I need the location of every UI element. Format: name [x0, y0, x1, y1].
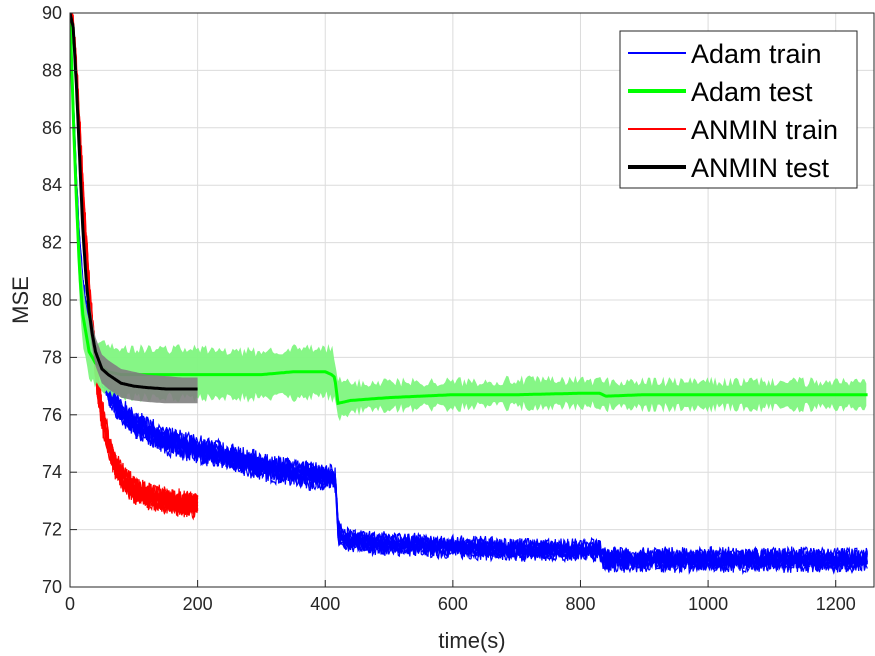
- plot-series: [70, 13, 868, 575]
- adam-train-run: [70, 13, 868, 565]
- x-axis-label: time(s): [438, 628, 505, 653]
- y-tick-label: 74: [42, 462, 62, 482]
- adam-test-line: [70, 13, 868, 406]
- axis-ticks: 0 200 400 600 800 1000 1200 70 72 74 76 78 80 82 84 86 8…: [42, 3, 856, 614]
- legend-label: ANMIN train: [691, 115, 838, 145]
- legend-box: [619, 30, 858, 189]
- y-tick-label: 84: [42, 175, 62, 195]
- y-tick-label: 86: [42, 118, 62, 138]
- x-tick-label: 200: [183, 594, 213, 614]
- legend-label: Adam test: [691, 77, 813, 107]
- y-axis-label: MSE: [8, 276, 33, 324]
- x-tick-label: 0: [65, 594, 75, 614]
- legend-label: ANMIN test: [691, 153, 830, 183]
- y-tick-label: 78: [42, 347, 62, 367]
- x-tick-label: 400: [310, 594, 340, 614]
- anmin-test-line: [70, 13, 198, 391]
- x-tick-label: 600: [438, 594, 468, 614]
- y-tick-label: 72: [42, 520, 62, 540]
- x-tick-label: 800: [565, 594, 595, 614]
- x-tick-label: 1000: [688, 594, 728, 614]
- y-tick-label: 76: [42, 405, 62, 425]
- x-tick-label: 1200: [816, 594, 856, 614]
- y-tick-label: 70: [42, 577, 62, 597]
- y-tick-label: 88: [42, 60, 62, 80]
- y-tick-label: 82: [42, 233, 62, 253]
- legend-label: Adam train: [691, 39, 822, 69]
- legend: Adam train Adam test ANMIN train ANMIN test: [619, 30, 858, 189]
- y-tick-label: 80: [42, 290, 62, 310]
- y-tick-label: 90: [42, 3, 62, 23]
